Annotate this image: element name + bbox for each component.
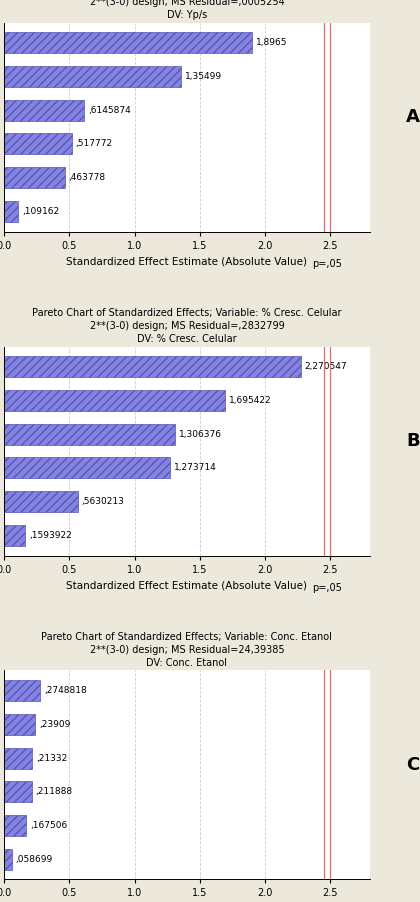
Text: ,21332: ,21332 <box>36 753 67 762</box>
Text: 2,270547: 2,270547 <box>304 362 347 371</box>
Text: ,167506: ,167506 <box>30 821 67 830</box>
Text: ,6145874: ,6145874 <box>88 106 131 115</box>
Text: A: A <box>406 107 420 125</box>
Text: ,2748818: ,2748818 <box>44 686 87 695</box>
Bar <box>4 99 84 121</box>
Bar <box>4 525 25 546</box>
Text: ,109162: ,109162 <box>22 207 60 216</box>
Text: 1,695422: 1,695422 <box>229 396 272 405</box>
Bar <box>4 457 171 478</box>
Text: p=,05: p=,05 <box>312 583 342 593</box>
Text: ,058699: ,058699 <box>16 855 53 864</box>
Text: ,211888: ,211888 <box>36 787 73 796</box>
Bar <box>4 66 181 87</box>
Text: 1,8965: 1,8965 <box>256 38 287 47</box>
Title: Pareto Chart of Standardized Effects; Variable: % Cresc. Celular
2**(3-0) design: Pareto Chart of Standardized Effects; Va… <box>32 308 341 345</box>
Bar <box>4 713 35 735</box>
Text: B: B <box>406 431 420 449</box>
Text: ,463778: ,463778 <box>68 173 106 182</box>
X-axis label: Standardized Effect Estimate (Absolute Value): Standardized Effect Estimate (Absolute V… <box>66 256 307 266</box>
Bar <box>4 849 12 870</box>
Bar <box>4 815 26 836</box>
Bar <box>4 167 65 189</box>
Title: Pareto Chart of Standardized Effects; Variable: Yp/s
2**(3-0) design; MS Residua: Pareto Chart of Standardized Effects; Va… <box>62 0 312 21</box>
Bar <box>4 680 40 701</box>
X-axis label: Standardized Effect Estimate (Absolute Value): Standardized Effect Estimate (Absolute V… <box>66 580 307 590</box>
Text: 1,306376: 1,306376 <box>178 429 222 438</box>
Bar <box>4 390 226 410</box>
Bar <box>4 32 252 53</box>
Text: ,23909: ,23909 <box>39 720 71 729</box>
Text: 1,35499: 1,35499 <box>185 72 222 81</box>
Bar <box>4 492 78 512</box>
Bar <box>4 133 72 154</box>
Title: Pareto Chart of Standardized Effects; Variable: Conc. Etanol
2**(3-0) design; MS: Pareto Chart of Standardized Effects; Va… <box>42 632 332 668</box>
Text: ,1593922: ,1593922 <box>29 531 72 540</box>
Text: ,517772: ,517772 <box>76 140 113 149</box>
Text: p=,05: p=,05 <box>312 259 342 269</box>
Bar <box>4 748 32 769</box>
Text: ,5630213: ,5630213 <box>81 497 124 506</box>
Bar <box>4 201 18 222</box>
Bar <box>4 781 32 803</box>
Text: 1,273714: 1,273714 <box>174 464 217 473</box>
Text: C: C <box>406 756 420 774</box>
Bar <box>4 424 175 445</box>
Bar <box>4 356 300 377</box>
